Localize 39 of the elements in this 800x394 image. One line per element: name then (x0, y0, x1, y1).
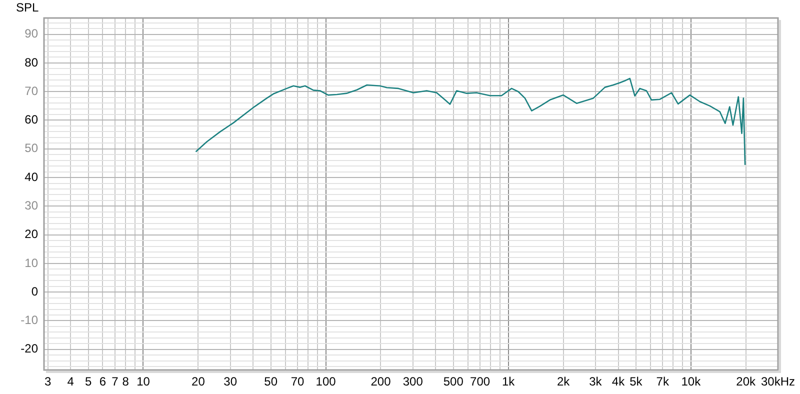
x-tick-label: 700 (470, 374, 490, 388)
y-axis-title: SPL (16, 0, 40, 14)
x-tick-label: 70 (290, 374, 305, 388)
x-tick-label: 20 (192, 374, 206, 388)
x-tick-label: 5k (630, 374, 644, 388)
x-tick-label: 100 (316, 374, 336, 388)
x-tick-label: 5 (84, 374, 92, 388)
x-tick-label: 30 (224, 374, 238, 388)
x-tick-label: 30k (760, 374, 782, 388)
x-axis-title: Hz (780, 374, 796, 388)
x-tick-label: 3 (44, 374, 52, 388)
y-tick-label: 20 (24, 227, 38, 242)
x-tick-label: 20k (736, 374, 757, 388)
y-tick-label: 70 (24, 84, 38, 98)
y-tick-label: 10 (24, 256, 38, 270)
x-tick-label: 4k (612, 374, 626, 388)
x-tick-label: 2k (556, 374, 571, 388)
x-tick-label: 4 (67, 374, 74, 388)
x-tick-label: 7 (112, 374, 119, 388)
x-tick-label: 10 (136, 374, 150, 388)
x-tick-label: 8 (122, 374, 130, 388)
y-tick-label: -20 (20, 342, 38, 356)
x-tick-label: 6 (99, 374, 106, 388)
x-tick-label: 1k (502, 374, 516, 388)
y-tick-label: 60 (24, 112, 38, 127)
x-tick-label: 500 (443, 374, 464, 388)
y-tick-label: 40 (24, 170, 38, 184)
x-tick-label: 7k (656, 374, 670, 388)
x-tick-label: 200 (370, 374, 392, 388)
y-tick-label: 30 (24, 198, 38, 212)
y-tick-label: -10 (20, 313, 38, 328)
x-tick-label: 3k (589, 374, 603, 388)
y-tick-label: 90 (24, 26, 38, 41)
y-tick-label: 50 (24, 141, 38, 156)
x-tick-label: 50 (264, 374, 278, 388)
x-tick-label: 300 (402, 374, 424, 388)
x-tick-label: 10k (681, 374, 702, 388)
y-tick-label: 0 (31, 284, 38, 298)
y-tick-label: 80 (24, 55, 38, 70)
